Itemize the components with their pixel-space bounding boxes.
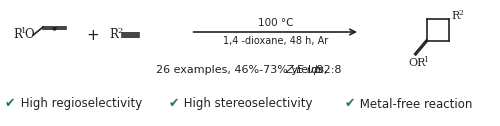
Text: 1: 1 [424,55,428,64]
Text: R: R [110,28,118,41]
Text: 1,4 -dioxane, 48 h, Ar: 1,4 -dioxane, 48 h, Ar [222,36,328,46]
Text: +: + [86,27,100,42]
Text: 1: 1 [20,27,26,35]
Text: Z:E up: Z:E up [286,65,322,75]
Text: High stereoselectivity: High stereoselectivity [180,98,312,111]
Text: 92:8: 92:8 [314,65,342,75]
Text: 2: 2 [458,9,464,17]
Text: R: R [452,11,460,21]
Text: ✔: ✔ [344,98,355,111]
Text: 26 examples, 46%-73% yields,: 26 examples, 46%-73% yields, [156,65,332,75]
Text: 100 °C: 100 °C [258,18,293,28]
Text: R: R [14,28,22,41]
Text: Metal-free reaction: Metal-free reaction [356,98,472,111]
Text: OR: OR [408,58,426,68]
Text: O: O [24,28,34,41]
Text: ✔: ✔ [5,98,15,111]
Text: 2: 2 [118,27,122,35]
Text: High regioselectivity: High regioselectivity [16,98,142,111]
Text: ✔: ✔ [168,98,178,111]
